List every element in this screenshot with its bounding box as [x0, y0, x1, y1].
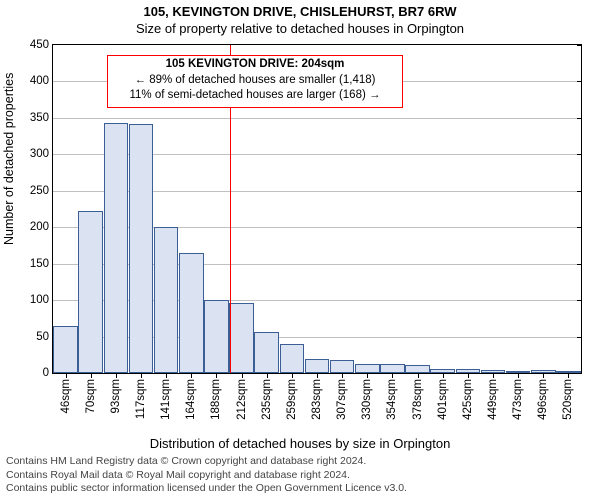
histogram-bar — [481, 370, 506, 373]
histogram-bar — [556, 371, 581, 373]
y-tick-mark — [577, 264, 582, 265]
x-tick-label: 449sqm — [487, 379, 499, 420]
x-tick-mark — [543, 373, 544, 378]
annotation-title: 105 KEVINGTON DRIVE: 204sqm — [114, 57, 396, 73]
x-tick-mark — [242, 373, 243, 378]
x-tick-label: 307sqm — [336, 379, 348, 420]
footer-line-2: Contains Royal Mail data © Royal Mail co… — [6, 469, 594, 483]
y-tick-label: 150 — [30, 258, 49, 270]
y-tick-label: 50 — [36, 331, 49, 343]
x-tick-mark — [443, 373, 444, 378]
x-tick-label: 117sqm — [135, 379, 147, 419]
y-tick-label: 300 — [30, 148, 49, 160]
x-tick-mark — [367, 373, 368, 378]
x-tick-mark — [66, 373, 67, 378]
y-tick-mark — [577, 191, 582, 192]
x-tick-label: 164sqm — [185, 379, 197, 420]
x-tick-mark — [141, 373, 142, 378]
x-tick-label: 401sqm — [437, 379, 449, 420]
x-tick-mark — [317, 373, 318, 378]
x-tick-mark — [216, 373, 217, 378]
histogram-bar — [405, 365, 430, 373]
y-tick-mark — [577, 45, 582, 46]
x-tick-mark — [292, 373, 293, 378]
x-tick-mark — [91, 373, 92, 378]
annotation-box: 105 KEVINGTON DRIVE: 204sqm ← 89% of det… — [107, 55, 403, 108]
y-tick-label: 250 — [30, 185, 49, 197]
chart-title: 105, KEVINGTON DRIVE, CHISLEHURST, BR7 6… — [0, 0, 600, 19]
x-tick-label: 378sqm — [412, 379, 424, 420]
histogram-bar — [78, 211, 103, 373]
histogram-bar — [179, 253, 204, 373]
chart-container: Number of detached properties 105 KEVING… — [0, 38, 600, 434]
y-tick-mark — [577, 81, 582, 82]
histogram-bar — [280, 344, 305, 373]
x-tick-label: 520sqm — [562, 379, 574, 420]
x-tick-mark — [342, 373, 343, 378]
histogram-bar — [430, 369, 455, 373]
y-tick-label: 200 — [30, 221, 49, 233]
y-tick-label: 350 — [30, 112, 49, 124]
histogram-bar — [305, 359, 330, 373]
x-tick-label: 235sqm — [261, 379, 273, 420]
x-tick-mark — [418, 373, 419, 378]
footer-line-3: Contains public sector information licen… — [6, 482, 594, 496]
y-tick-mark — [577, 300, 582, 301]
histogram-bar — [355, 364, 380, 373]
x-tick-label: 46sqm — [60, 379, 72, 414]
x-tick-mark — [518, 373, 519, 378]
histogram-bar — [53, 326, 78, 373]
y-tick-label: 400 — [30, 75, 49, 87]
x-tick-mark — [267, 373, 268, 378]
histogram-bar — [330, 360, 355, 373]
y-tick-mark — [577, 227, 582, 228]
x-tick-label: 212sqm — [236, 379, 248, 420]
y-axis-label: Number of detached properties — [2, 227, 16, 245]
y-tick-label: 100 — [30, 294, 49, 306]
x-axis-label: Distribution of detached houses by size … — [0, 434, 600, 451]
x-tick-mark — [568, 373, 569, 378]
y-tick-mark — [577, 337, 582, 338]
x-tick-mark — [493, 373, 494, 378]
chart-subtitle: Size of property relative to detached ho… — [0, 19, 600, 38]
x-tick-label: 188sqm — [210, 379, 222, 420]
plot-area-wrap: 105 KEVINGTON DRIVE: 204sqm ← 89% of det… — [52, 44, 582, 374]
x-tick-mark — [392, 373, 393, 378]
x-tick-mark — [166, 373, 167, 378]
x-tick-label: 259sqm — [286, 379, 298, 420]
y-tick-mark — [577, 118, 582, 119]
x-tick-label: 283sqm — [311, 379, 323, 420]
plot-area: 105 KEVINGTON DRIVE: 204sqm ← 89% of det… — [52, 44, 582, 374]
annotation-line-1: ← 89% of detached houses are smaller (1,… — [114, 73, 396, 89]
x-tick-label: 473sqm — [512, 379, 524, 420]
x-tick-label: 354sqm — [386, 379, 398, 420]
x-tick-label: 425sqm — [462, 379, 474, 420]
histogram-bar — [531, 370, 556, 373]
x-tick-label: 330sqm — [361, 379, 373, 420]
histogram-bar — [506, 371, 531, 373]
histogram-bar — [254, 332, 279, 373]
histogram-bar — [456, 369, 481, 373]
histogram-bar — [154, 227, 179, 373]
histogram-bar — [104, 123, 129, 373]
x-tick-label: 141sqm — [160, 379, 172, 420]
y-tick-mark — [577, 154, 582, 155]
y-tick-label: 450 — [30, 39, 49, 51]
y-tick-mark — [577, 373, 582, 374]
y-tick-label: 0 — [43, 367, 49, 379]
x-tick-mark — [468, 373, 469, 378]
x-tick-label: 496sqm — [537, 379, 549, 420]
histogram-bar — [204, 300, 229, 373]
footer: Contains HM Land Registry data © Crown c… — [0, 451, 600, 496]
x-tick-label: 70sqm — [85, 379, 97, 414]
histogram-bar — [229, 303, 254, 373]
x-tick-mark — [116, 373, 117, 378]
gridline — [53, 118, 581, 119]
x-tick-label: 93sqm — [110, 379, 122, 414]
x-tick-mark — [191, 373, 192, 378]
histogram-bar — [380, 364, 405, 373]
histogram-bar — [129, 124, 154, 373]
annotation-line-2: 11% of semi-detached houses are larger (… — [114, 88, 396, 104]
footer-line-1: Contains HM Land Registry data © Crown c… — [6, 455, 594, 469]
